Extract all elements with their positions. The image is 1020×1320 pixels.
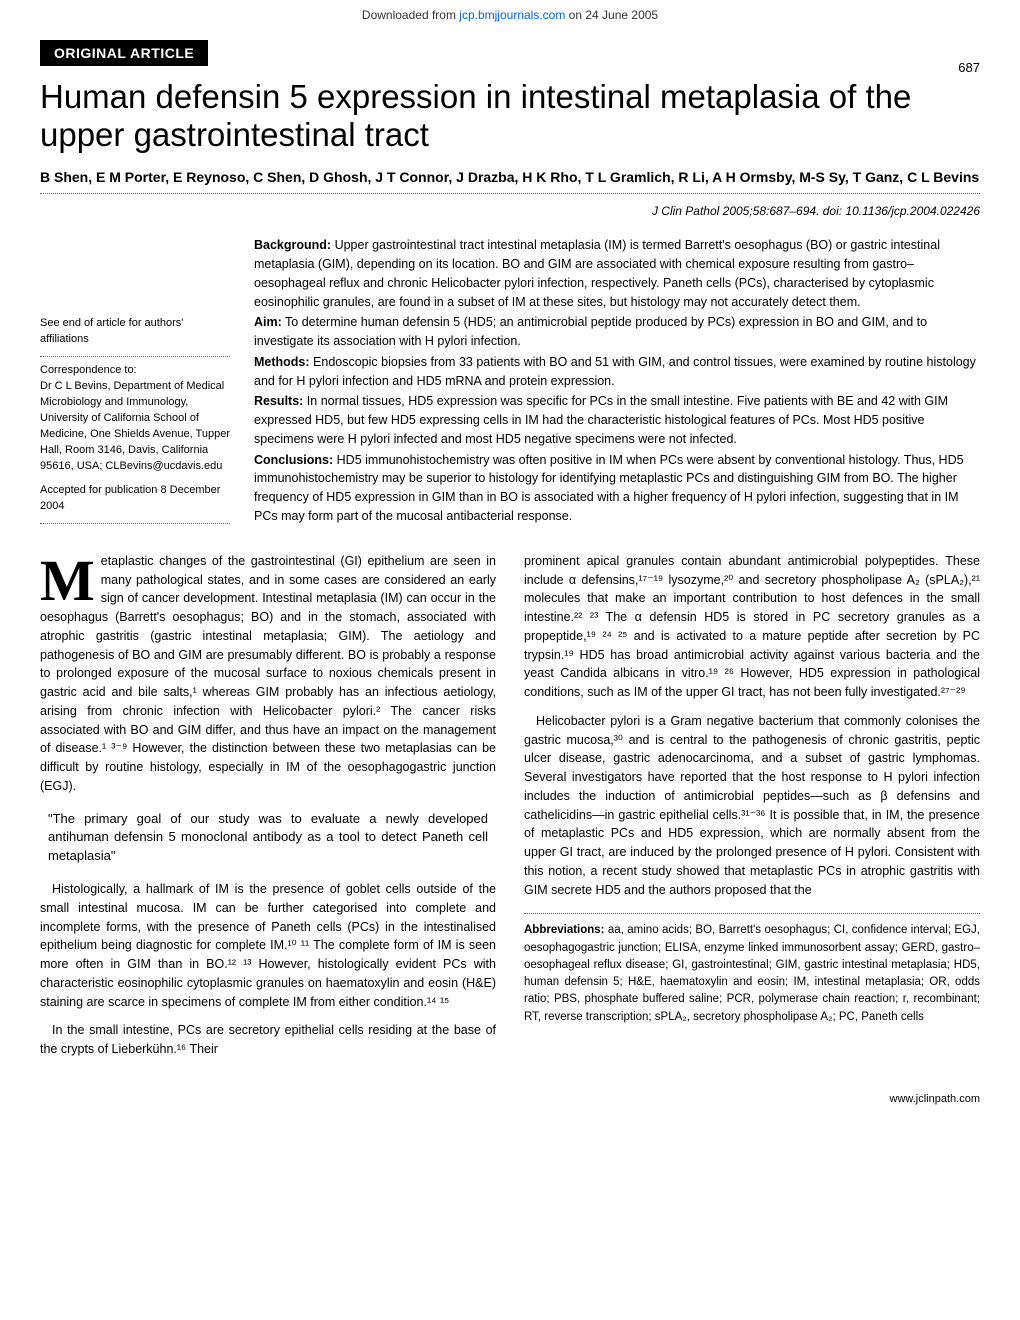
para-1: etaplastic changes of the gastrointestin…: [40, 554, 496, 793]
pullquote: "The primary goal of our study was to ev…: [48, 810, 488, 867]
column-right: prominent apical granules contain abunda…: [524, 552, 980, 1069]
article-type-badge: ORIGINAL ARTICLE: [40, 40, 208, 66]
sidebar: See end of article for authors' affiliat…: [40, 236, 230, 529]
body-paragraph: Metaplastic changes of the gastrointesti…: [40, 552, 496, 796]
conclusions-text: HD5 immunohistochemistry was often posit…: [254, 453, 964, 523]
divider: [40, 193, 980, 194]
download-bar: Downloaded from jcp.bmjjournals.com on 2…: [0, 0, 1020, 30]
article-title: Human defensin 5 expression in intestina…: [40, 78, 980, 154]
results-label: Results:: [254, 394, 303, 408]
para-2: Histologically, a hallmark of IM is the …: [40, 880, 496, 1011]
dropcap: M: [40, 552, 101, 605]
background-text: Upper gastrointestinal tract intestinal …: [254, 238, 940, 308]
accepted-date: Accepted for publication 8 December 2004: [40, 483, 230, 515]
sidebar-divider: [40, 523, 230, 524]
page-content: 687 ORIGINAL ARTICLE Human defensin 5 ex…: [0, 30, 1020, 1145]
author-list: B Shen, E M Porter, E Reynoso, C Shen, D…: [40, 168, 980, 188]
footer-url: www.jclinpath.com: [40, 1093, 980, 1105]
abstract-section: See end of article for authors' affiliat…: [40, 236, 980, 529]
abbrev-text: aa, amino acids; BO, Barrett's oesophagu…: [524, 924, 980, 1022]
column-left: Metaplastic changes of the gastrointesti…: [40, 552, 496, 1069]
download-link[interactable]: jcp.bmjjournals.com: [459, 8, 565, 22]
background-label: Background:: [254, 238, 331, 252]
correspondence-label: Correspondence to:: [40, 364, 137, 376]
para-3: In the small intestine, PCs are secretor…: [40, 1021, 496, 1059]
correspondence-text: Dr C L Bevins, Department of Medical Mic…: [40, 380, 230, 472]
citation: J Clin Pathol 2005;58:687–694. doi: 10.1…: [40, 204, 980, 218]
download-suffix: on 24 June 2005: [565, 8, 658, 22]
para-4: prominent apical granules contain abunda…: [524, 552, 980, 702]
results-text: In normal tissues, HD5 expression was sp…: [254, 394, 948, 446]
aim-label: Aim:: [254, 315, 282, 329]
page-number: 687: [958, 60, 980, 75]
methods-label: Methods:: [254, 355, 310, 369]
affiliations-note: See end of article for authors' affiliat…: [40, 316, 230, 348]
methods-text: Endoscopic biopsies from 33 patients wit…: [254, 355, 976, 388]
para-5: Helicobacter pylori is a Gram negative b…: [524, 712, 980, 900]
abbrev-label: Abbreviations:: [524, 924, 605, 936]
abstract: Background: Upper gastrointestinal tract…: [254, 236, 980, 529]
body-columns: Metaplastic changes of the gastrointesti…: [40, 552, 980, 1069]
conclusions-label: Conclusions:: [254, 453, 333, 467]
sidebar-divider: [40, 356, 230, 357]
aim-text: To determine human defensin 5 (HD5; an a…: [254, 315, 927, 348]
correspondence: Correspondence to: Dr C L Bevins, Depart…: [40, 363, 230, 475]
abbreviations-box: Abbreviations: aa, amino acids; BO, Barr…: [524, 913, 980, 1026]
download-prefix: Downloaded from: [362, 8, 459, 22]
